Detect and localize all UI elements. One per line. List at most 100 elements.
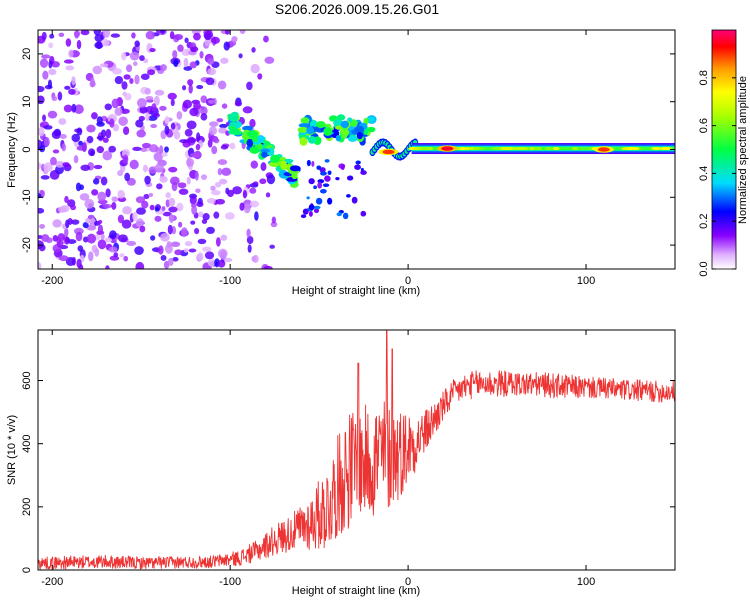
noise-blob (238, 53, 243, 59)
noise-blob (97, 219, 103, 224)
noise-blob (119, 253, 125, 258)
noise-blob (123, 74, 131, 80)
noise-blob (161, 206, 166, 211)
noise-blob (220, 144, 229, 150)
noise-blob (167, 224, 173, 235)
noise-blob (85, 217, 92, 224)
noise-blob (63, 104, 73, 113)
y-tick-label: 200 (21, 498, 33, 516)
noise-blob (229, 142, 236, 150)
noise-blob (71, 256, 76, 266)
noise-blob (120, 108, 130, 114)
branch-blob (302, 208, 309, 215)
noise-blob (141, 200, 149, 209)
noise-blob (247, 244, 252, 253)
noise-blob (97, 191, 107, 202)
x-tick-label: 100 (577, 576, 595, 588)
noise-blob (189, 152, 200, 158)
noise-blob (42, 114, 47, 122)
noise-blob (91, 189, 99, 196)
noise-blob (80, 164, 91, 171)
noise-blob (172, 256, 179, 262)
noise-blob (75, 182, 82, 192)
noise-blob (95, 41, 103, 50)
noise-blob (168, 197, 176, 207)
dominant-line-spot (552, 147, 560, 151)
colorbar-tick-label: 0.0 (698, 261, 710, 276)
group-blob (334, 125, 344, 130)
noise-blob (183, 248, 189, 253)
noise-blob (242, 106, 253, 114)
noise-blob (108, 246, 118, 253)
noise-blob (167, 257, 174, 266)
noise-blob (132, 211, 138, 221)
noise-blob (149, 144, 159, 153)
noise-blob (243, 203, 251, 214)
noise-blob (117, 169, 124, 177)
noise-blob (162, 211, 172, 217)
noise-blob (207, 99, 216, 104)
noise-blob (171, 225, 177, 235)
noise-blob (169, 176, 180, 186)
noise-blob (52, 149, 60, 154)
group-blob (340, 129, 350, 135)
noise-blob (144, 87, 151, 95)
noise-blob (149, 47, 156, 53)
noise-blob (135, 218, 144, 228)
noise-blob (204, 251, 215, 260)
noise-blob (70, 204, 77, 211)
track-blob (249, 146, 260, 154)
noise-blob (187, 79, 194, 86)
noise-blob (121, 81, 128, 90)
noise-blob (145, 112, 150, 122)
noise-blob (189, 107, 199, 117)
noise-blob (64, 85, 71, 90)
y-tick-label: 20 (21, 48, 33, 60)
group-blob (299, 136, 308, 146)
noise-blob (223, 41, 230, 51)
noise-blob (43, 162, 53, 172)
noise-blob (159, 64, 167, 72)
noise-blob (112, 123, 120, 132)
noise-blob (47, 79, 53, 89)
noise-blob (64, 195, 69, 204)
strong-peak (382, 149, 395, 155)
dominant-line-spot (651, 147, 661, 151)
noise-blob (105, 265, 110, 269)
branch-blob (324, 175, 331, 182)
noise-blob (58, 32, 65, 38)
colorbar-tick-label: 0.8 (698, 70, 710, 85)
noise-blob (65, 38, 72, 47)
colorbar-tick-label: 0.4 (698, 166, 710, 181)
noise-blob (43, 125, 53, 130)
track-blob (242, 125, 254, 131)
noise-blob (200, 113, 208, 121)
noise-blob (260, 162, 267, 172)
noise-blob (64, 236, 70, 245)
branch-blob (355, 160, 361, 165)
noise-blob (220, 57, 229, 64)
track-blob (246, 138, 254, 147)
strong-peak (441, 146, 454, 151)
colorbar-tick-label: 0.2 (698, 214, 710, 229)
noise-blob (73, 30, 81, 38)
noise-blob (170, 99, 175, 107)
noise-blob (254, 211, 259, 221)
noise-blob (73, 155, 79, 164)
noise-blob (179, 139, 190, 144)
noise-blob (45, 237, 53, 244)
noise-blob (65, 219, 70, 229)
noise-blob (38, 126, 45, 137)
spectrogram-heatmap (38, 30, 675, 269)
noise-blob (184, 240, 193, 247)
branch-blob (317, 181, 323, 189)
noise-blob (139, 225, 146, 233)
figure-title: S206.2026.009.15.26.G01 (275, 1, 439, 17)
group-blob (335, 134, 341, 142)
noise-blob (159, 175, 168, 183)
track-blob (278, 169, 289, 179)
noise-blob (74, 104, 84, 114)
noise-blob (218, 127, 228, 134)
branch-blob (340, 164, 345, 170)
